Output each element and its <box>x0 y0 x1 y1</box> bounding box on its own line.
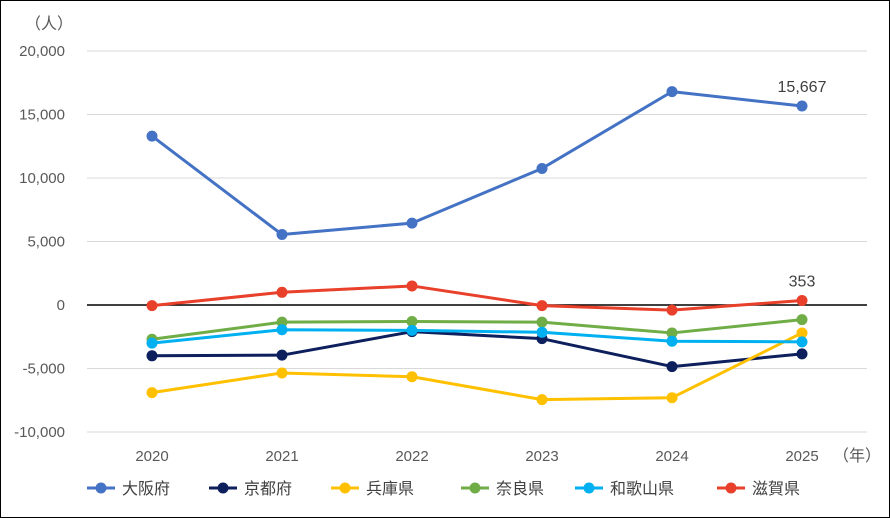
data-point <box>276 229 288 241</box>
legend-label: 滋賀県 <box>752 479 800 498</box>
data-point <box>276 349 288 361</box>
data-point <box>536 326 548 338</box>
data-point <box>146 387 158 399</box>
legend-marker <box>583 482 595 494</box>
y-tick-label: 20,000 <box>19 43 65 60</box>
series-line <box>151 330 803 369</box>
series-line <box>151 318 803 341</box>
legend-label: 兵庫県 <box>366 479 414 498</box>
data-point <box>146 337 158 349</box>
data-point <box>406 316 418 328</box>
data-point <box>666 335 678 347</box>
legend-marker <box>217 482 229 494</box>
data-point <box>666 392 678 404</box>
axes: 20,000 15,000 10,000 5,000 0 -5,000 -10,000 （人）… <box>14 14 881 465</box>
data-point <box>406 324 418 336</box>
data-point <box>536 394 548 406</box>
data-label: 15,667 <box>778 79 827 96</box>
data-point <box>666 327 678 339</box>
y-tick-label: 0 <box>57 297 65 314</box>
data-point <box>796 295 808 307</box>
data-point <box>536 316 548 328</box>
x-tick-label: 2022 <box>395 448 428 465</box>
legend-label: 和歌山県 <box>610 479 674 498</box>
legend-label: 奈良県 <box>496 479 544 498</box>
x-tick-label: 2024 <box>655 448 688 465</box>
x-tick-label: 2025 <box>785 448 818 465</box>
legend-marker <box>469 482 481 494</box>
grid-lines <box>87 50 867 433</box>
series-line <box>151 331 803 402</box>
legend-marker <box>725 482 737 494</box>
data-point <box>146 300 158 312</box>
data-point <box>276 286 288 298</box>
legend-marker <box>95 482 107 494</box>
data-point <box>406 280 418 292</box>
data-point <box>666 361 678 373</box>
legend-marker <box>339 482 351 494</box>
data-point <box>666 304 678 316</box>
legend-label: 大阪府 <box>122 479 170 498</box>
data-point <box>796 314 808 326</box>
data-point <box>796 348 808 360</box>
data-point <box>536 300 548 312</box>
y-tick-label: 15,000 <box>19 107 65 124</box>
y-tick-label: 5,000 <box>27 234 65 251</box>
data-point <box>796 327 808 339</box>
legend-label: 京都府 <box>244 479 292 498</box>
data-point <box>536 162 548 174</box>
data-labels: 15,667 353 <box>778 79 827 290</box>
data-label: 353 <box>789 274 816 291</box>
data-point <box>406 217 418 229</box>
data-point <box>666 86 678 98</box>
x-unit-label: （年） <box>833 446 881 465</box>
series-line <box>151 284 803 312</box>
data-point <box>276 324 288 336</box>
series-line <box>151 328 803 345</box>
data-point <box>146 130 158 142</box>
legend: 大阪府 京都府 兵庫県 奈良県 和歌山県 滋賀県 <box>87 479 800 498</box>
x-tick-label: 2023 <box>525 448 558 465</box>
x-tick-label: 2020 <box>135 448 168 465</box>
series-lines <box>146 86 808 406</box>
data-point <box>796 336 808 348</box>
data-point <box>276 316 288 328</box>
y-tick-label: 10,000 <box>19 170 65 187</box>
series-line <box>151 90 803 237</box>
data-point <box>146 350 158 362</box>
y-tick-label: -5,000 <box>22 361 65 378</box>
data-point <box>796 100 808 112</box>
y-tick-label: -10,000 <box>14 424 65 441</box>
y-unit-label: （人） <box>25 14 73 33</box>
x-tick-label: 2021 <box>265 448 298 465</box>
data-point <box>406 371 418 383</box>
data-point <box>276 367 288 379</box>
